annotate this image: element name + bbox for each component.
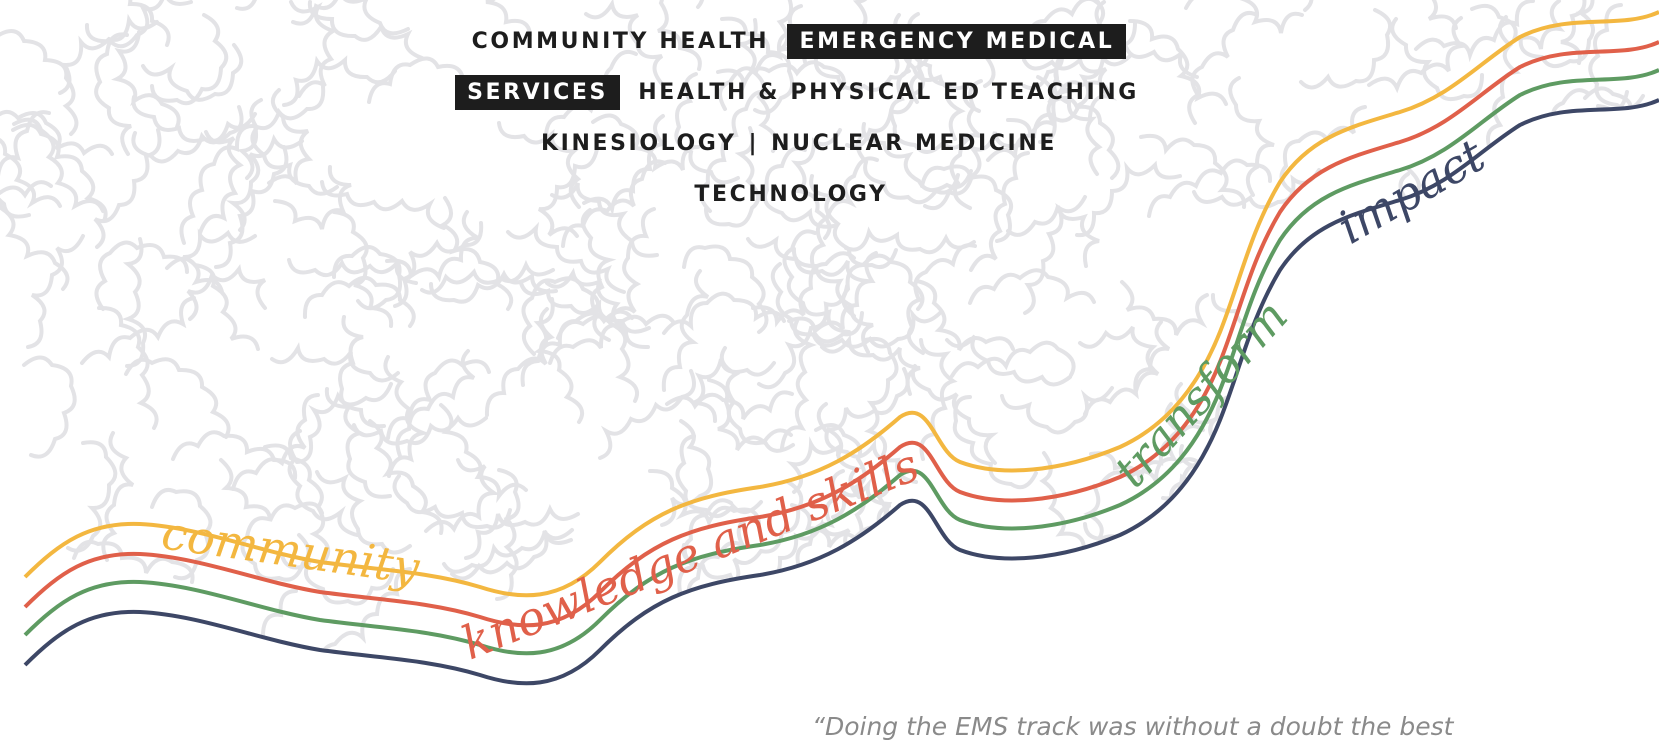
squiggle	[0, 196, 68, 289]
squiggle	[1369, 18, 1461, 88]
squiggle	[1080, 327, 1158, 391]
squiggle	[133, 97, 255, 141]
squiggle	[908, 245, 975, 353]
nav-link[interactable]: COMMUNITY HEALTH	[464, 27, 778, 56]
squiggle	[1186, 0, 1302, 33]
squiggle	[173, 432, 295, 478]
squiggle	[1230, 78, 1274, 195]
squiggle	[24, 358, 75, 457]
squiggle	[234, 0, 293, 9]
squiggle	[1303, 0, 1391, 10]
squiggle	[167, 259, 258, 349]
squiggle	[370, 421, 442, 533]
squiggle	[1189, 13, 1257, 123]
squiggle	[242, 87, 323, 178]
squiggle	[1002, 388, 1112, 432]
nav-link[interactable]: HEALTH & PHYSICAL ED TEACHING	[630, 78, 1147, 107]
squiggle	[693, 359, 774, 421]
nav-link[interactable]: KINESIOLOGY	[533, 129, 744, 158]
squiggle	[600, 371, 694, 458]
squiggle	[183, 233, 255, 292]
squiggle	[709, 380, 791, 450]
squiggle	[426, 460, 494, 531]
squiggle	[0, 31, 76, 134]
squiggle	[1301, 10, 1390, 87]
word-community: community	[158, 505, 423, 595]
squiggle	[690, 0, 756, 7]
squiggle	[487, 309, 551, 415]
program-nav: COMMUNITY HEALTH EMERGENCY MEDICAL SERVI…	[445, 16, 1145, 220]
squiggle	[955, 397, 1036, 487]
page: community knowledge and skills transform…	[0, 0, 1659, 737]
squiggle	[1392, 19, 1482, 99]
squiggle	[1417, 0, 1456, 28]
squiggle	[284, 60, 395, 105]
squiggle	[1122, 282, 1207, 335]
squiggle	[126, 359, 229, 437]
squiggle	[748, 239, 867, 281]
squiggle	[917, 281, 1013, 350]
squiggle	[664, 271, 708, 390]
separator: |	[744, 131, 763, 156]
squiggle	[846, 232, 974, 252]
squiggle	[466, 509, 578, 558]
squiggle	[272, 348, 398, 381]
